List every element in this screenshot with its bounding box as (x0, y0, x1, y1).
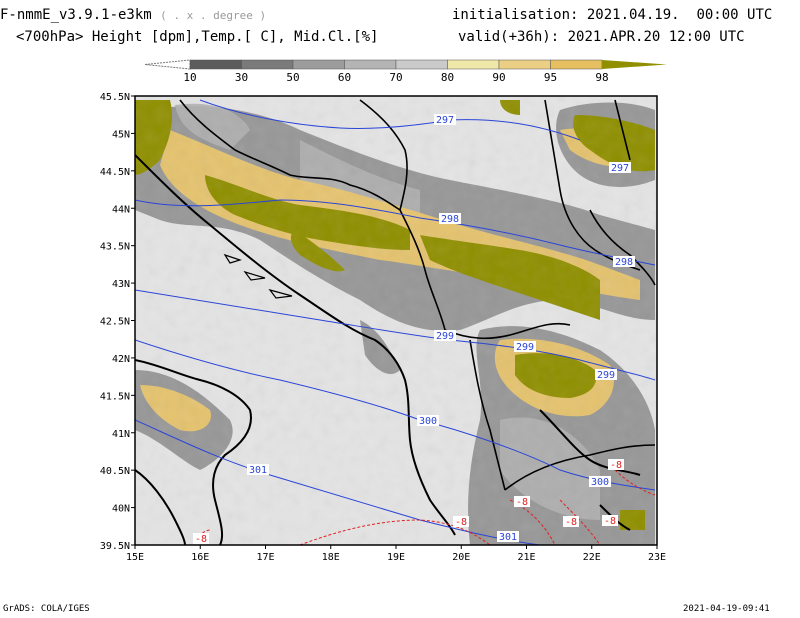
colorbar-boxes (144, 59, 667, 70)
height-contour-label: 299 (597, 370, 615, 381)
temperature-contour-label: -8 (604, 516, 616, 527)
colorbar-tick-label: 70 (389, 71, 402, 84)
temperature-contour-label: -8 (565, 517, 577, 528)
height-contour-label: 299 (516, 342, 534, 353)
model-title: F-nmmE_v3.9.1-e3km ( . x . degree ) (0, 7, 266, 23)
longitude-label: 18E (322, 552, 340, 563)
colorbar-tick-label: 95 (544, 71, 557, 84)
height-contour-label: 298 (441, 214, 459, 225)
init-value: 2021.04.19. 00:00 UTC (586, 7, 773, 23)
latitude-label: 40.5N (100, 466, 130, 477)
latitude-label: 42.5N (100, 317, 130, 328)
model-unit: ( . x . degree ) (160, 9, 267, 22)
model-name: F-nmmE_v3.9.1-e3km (0, 7, 152, 23)
contour-labels: 297 297 298 298 299 299 299 300 300 301 301 -8 -8 -8 -… (193, 114, 635, 545)
colorbar-tick-label: 50 (286, 71, 299, 84)
height-contour-label: 301 (249, 465, 267, 476)
longitude-label: 23E (648, 552, 666, 563)
parameter-line: <700hPa> Height [dpm],Temp.[ C], Mid.Cl.… (16, 29, 379, 45)
height-contour-label: 297 (611, 163, 629, 174)
footer-timestamp: 2021-04-19-09:41 (683, 604, 770, 614)
colorbar: 10 30 50 60 70 80 90 95 98 (144, 59, 667, 84)
longitude-label: 21E (517, 552, 535, 563)
height-contour-label: 297 (436, 115, 454, 126)
latitude-label: 39.5N (100, 541, 130, 552)
temperature-contour-label: -8 (455, 517, 467, 528)
colorbar-high-arrow (602, 60, 667, 69)
latitude-label: 43N (112, 279, 130, 290)
longitude-label: 20E (452, 552, 470, 563)
longitude-label: 17E (256, 552, 274, 563)
height-contour-label: 299 (436, 331, 454, 342)
colorbar-tick-label: 10 (183, 71, 196, 84)
colorbar-tick-label: 30 (235, 71, 248, 84)
footer-credit: GrADS: COLA/IGES (3, 604, 90, 614)
latitude-label: 45N (112, 129, 130, 140)
colorbar-tick-label: 90 (492, 71, 505, 84)
colorbar-tick-label: 98 (595, 71, 608, 84)
init-label: initialisation: (452, 7, 579, 23)
latitude-label: 41N (112, 429, 130, 440)
height-contour-label: 298 (615, 257, 633, 268)
longitude-label: 16E (191, 552, 209, 563)
latitude-label: 42N (112, 354, 130, 365)
initialisation-line: initialisation: 2021.04.19. 00:00 UTC (452, 7, 772, 23)
valid-time-line: valid(+36h): 2021.APR.20 12:00 UTC (458, 29, 745, 45)
height-contour-label: 300 (419, 416, 437, 427)
temperature-contour-label: -8 (516, 497, 528, 508)
valid-label: valid(+36h): (458, 29, 560, 45)
height-contour-label: 300 (591, 477, 609, 488)
longitude-label: 19E (387, 552, 405, 563)
latitude-label: 44N (112, 204, 130, 215)
height-contour-label: 301 (499, 532, 517, 543)
latitude-axis: 45.5N 45N 44.5N 44N 43.5N 43N 42.5N 42N 41.5N 41N… (100, 92, 135, 552)
coastlines (135, 154, 641, 545)
valid-value: 2021.APR.20 12:00 UTC (567, 29, 745, 45)
latitude-label: 41.5N (100, 391, 130, 402)
colorbar-labels: 10 30 50 60 70 80 90 95 98 (183, 71, 608, 84)
longitude-label: 22E (583, 552, 601, 563)
temperature-contour-label: -8 (610, 460, 622, 471)
colorbar-tick-label: 60 (338, 71, 351, 84)
latitude-label: 43.5N (100, 242, 130, 253)
temperature-contour-label: -8 (195, 534, 207, 545)
latitude-label: 44.5N (100, 167, 130, 178)
colorbar-tick-label: 80 (441, 71, 454, 84)
islands (223, 253, 293, 299)
latitude-label: 40N (112, 504, 130, 515)
longitude-axis: 15E 16E 17E 18E 19E 20E 21E 22E 23E (126, 545, 666, 563)
longitude-label: 15E (126, 552, 144, 563)
latitude-label: 45.5N (100, 92, 130, 103)
